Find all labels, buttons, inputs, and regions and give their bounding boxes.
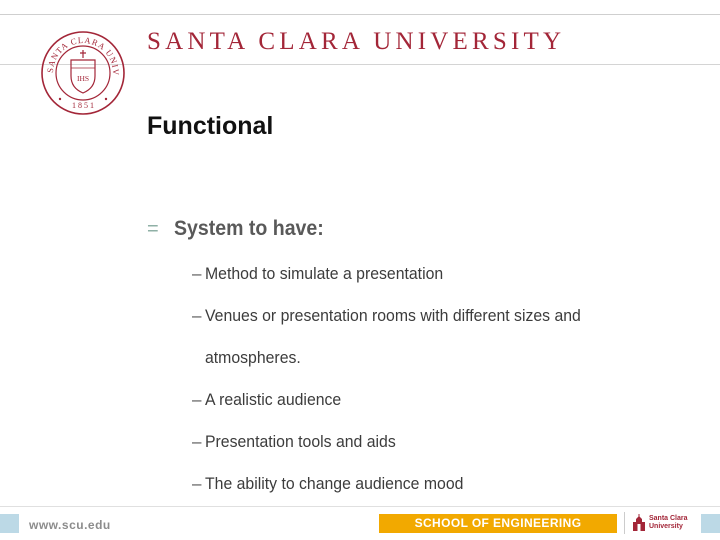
dash-marker: – [192, 390, 202, 409]
dash-marker: – [192, 306, 202, 325]
sub-bullet: – A realistic audience [192, 390, 351, 410]
top-divider [0, 14, 720, 15]
school-banner: SCHOOL OF ENGINEERING [379, 514, 617, 533]
header-divider [0, 64, 720, 65]
footer-accent-square [0, 514, 19, 533]
sub-bullet: – Method to simulate a presentation [192, 264, 461, 284]
footer-logo-text: Santa Clara University [649, 515, 688, 530]
sub-bullet-text: Venues or presentation rooms with differ… [205, 306, 581, 325]
university-seal-icon: SANTA CLARA UNIVERSITY IHS 1 8 5 1 [40, 30, 125, 115]
footer-logo: Santa Clara University [632, 512, 692, 534]
sub-bullet-text: atmospheres. [205, 348, 301, 367]
university-name: SANTA CLARA UNIVERSITY [147, 28, 566, 55]
sub-bullet: – Presentation tools and aids [192, 432, 410, 452]
sub-bullet: – Venues or presentation rooms with diff… [192, 306, 609, 326]
dash-marker: – [192, 432, 202, 451]
main-bullet-text: System to have: [174, 217, 324, 240]
footer-divider [0, 506, 720, 507]
bullet-marker: = [147, 218, 159, 240]
mission-bell-icon [633, 514, 645, 531]
sub-bullet-text: Presentation tools and aids [205, 432, 396, 451]
sub-bullet-text: Method to simulate a presentation [205, 264, 444, 283]
main-bullet: = System to have: [147, 217, 335, 241]
footer-accent-square-right [701, 514, 720, 533]
seal-year: 1 8 5 1 [72, 101, 94, 110]
sub-bullet-continuation: atmospheres. [205, 348, 308, 368]
sub-bullet-text: The ability to change audience mood [205, 474, 464, 493]
footer-url: www.scu.edu [29, 518, 111, 532]
dash-marker: – [192, 264, 202, 283]
dash-marker: – [192, 474, 202, 493]
slide-title: Functional [147, 112, 274, 140]
sub-bullet-text: A realistic audience [205, 390, 342, 409]
footer-separator [624, 512, 625, 534]
sub-bullet: – The ability to change audience mood [192, 474, 483, 494]
seal-monogram: IHS [77, 74, 89, 83]
